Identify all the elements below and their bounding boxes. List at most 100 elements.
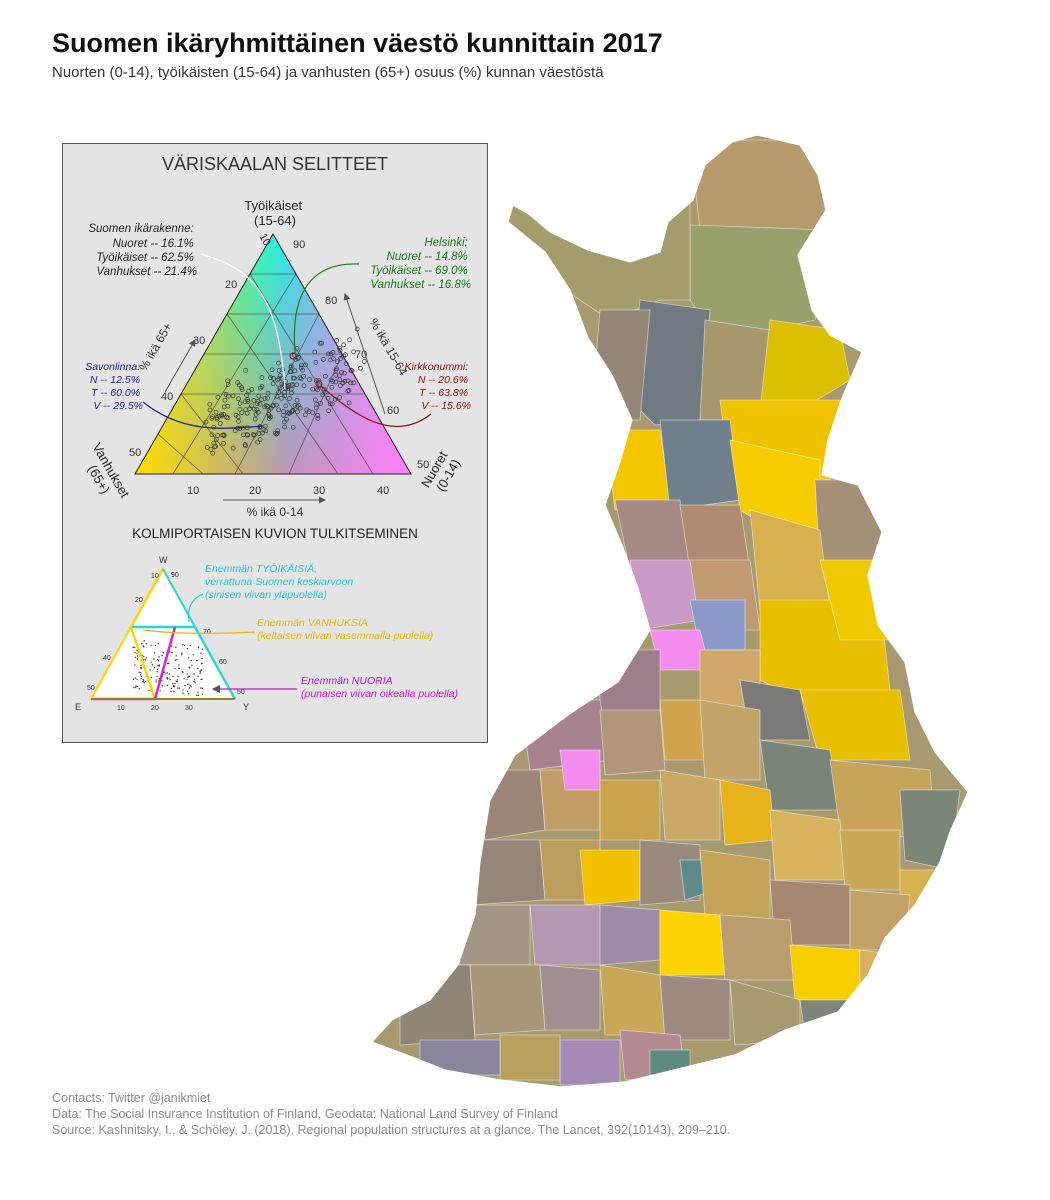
mini-point: [166, 672, 169, 674]
mini-point: [133, 646, 136, 649]
municipality-point: [340, 380, 346, 386]
mini-point: [170, 687, 173, 690]
mini-point: [187, 683, 189, 685]
mini-point: [172, 685, 175, 688]
municipality-point: [257, 437, 263, 442]
apex-top-label: Työikäiset (15-64): [244, 198, 305, 228]
mini-point: [132, 646, 134, 648]
municipality-point: [262, 404, 267, 410]
svg-text:40: 40: [103, 655, 111, 662]
mini-point: [155, 681, 157, 683]
mini-point: [157, 658, 159, 661]
mini-point: [177, 687, 179, 689]
svg-text:10: 10: [187, 485, 199, 497]
mini-point: [190, 685, 192, 688]
mini-point: [176, 659, 178, 661]
credit-contact: Contacts: Twitter @janikmiet: [52, 1091, 211, 1105]
municipality-point: [243, 368, 248, 373]
municipality-point: [337, 383, 343, 389]
municipality-point: [346, 400, 352, 406]
svg-text:60: 60: [219, 659, 227, 666]
mini-point: [134, 652, 136, 654]
municipality-point: [313, 360, 319, 365]
mini-point: [168, 673, 171, 675]
municipality-point: [277, 373, 283, 378]
municipality-point: [254, 401, 260, 407]
municipality-point: [282, 390, 287, 395]
mini-point: [175, 680, 177, 682]
interp-young: Enemmän NUORIA (punaisen viivan oikealla…: [301, 675, 458, 700]
municipality-point: [255, 439, 261, 445]
mini-point: [176, 681, 178, 683]
mini-point: [157, 660, 160, 662]
municipality-point: [279, 381, 285, 387]
municipality-point: [275, 428, 281, 434]
mini-point: [171, 645, 173, 647]
mini-point: [196, 694, 198, 696]
savonlinna-annotation: Savonlinna: N -- 12.5% T -- 60.0% V -- 2…: [85, 361, 143, 412]
mini-point: [178, 667, 181, 670]
mini-point: [200, 652, 202, 654]
mini-point: [154, 644, 157, 647]
municipality-point: [282, 393, 287, 399]
mini-point: [199, 671, 201, 673]
municipality-point: [276, 407, 282, 413]
mini-point: [186, 647, 189, 650]
municipality-point: [351, 349, 356, 355]
mini-point: [169, 651, 171, 653]
mini-point: [200, 687, 202, 689]
municipality-point: [286, 411, 292, 416]
municipality-point: [251, 398, 257, 403]
mini-point: [163, 671, 166, 673]
mini-point: [150, 644, 152, 647]
municipality-point: [290, 408, 296, 413]
svg-text:30: 30: [313, 485, 325, 497]
municipality-point: [243, 407, 249, 413]
mini-point: [134, 664, 136, 666]
municipality-point: [287, 396, 292, 401]
mini-point: [155, 679, 157, 681]
municipality-point: [203, 419, 209, 425]
kirkkonummi-annotation: Kirkkonummi: N -- 20.6% T -- 63.8% V -- …: [404, 361, 471, 412]
mini-point: [140, 674, 142, 676]
municipality-point: [262, 423, 268, 429]
mini-point: [156, 671, 158, 673]
municipality-point: [221, 433, 227, 439]
mini-apex-top: W: [159, 555, 168, 565]
municipality-point: [216, 413, 222, 419]
municipality-point: [328, 351, 334, 357]
municipality-point: [334, 359, 340, 365]
municipality-point: [237, 406, 243, 412]
color-scale-legend: VÄRISKAALAN SELITTEET Työikäiset (15-64)…: [62, 143, 488, 743]
municipality-point: [254, 407, 260, 412]
municipality-point: [333, 372, 339, 378]
mini-point: [171, 651, 173, 654]
mini-point: [178, 687, 181, 689]
svg-text:70: 70: [203, 629, 211, 636]
mini-point: [175, 655, 177, 657]
municipality-point: [270, 403, 275, 409]
municipality-point: [225, 403, 231, 409]
svg-text:20: 20: [249, 485, 261, 497]
mini-point: [158, 656, 160, 658]
interp-old: Enemmän VANHUKSIA (keltaisen viivan vase…: [257, 617, 433, 642]
mini-point: [200, 669, 203, 671]
municipality-point: [294, 397, 300, 403]
municipality-point: [282, 424, 287, 430]
apex-left-label: Vanhukset (65+): [76, 440, 134, 511]
page-title: Suomen ikäryhmittäinen väestö kunnittain…: [52, 28, 663, 58]
page-subtitle: Nuorten (0-14), työikäisten (15-64) ja v…: [52, 64, 604, 81]
svg-text:90: 90: [171, 572, 179, 579]
municipality-point: [270, 381, 276, 386]
municipality-point: [266, 407, 272, 413]
municipality-point: [284, 416, 289, 422]
municipality-point: [244, 432, 250, 437]
mini-point: [165, 673, 167, 675]
municipality-point: [330, 379, 336, 384]
mini-point: [189, 684, 191, 686]
mini-point: [166, 677, 168, 679]
municipality-point: [219, 413, 225, 419]
municipality-point: [317, 340, 323, 346]
svg-text:90: 90: [293, 239, 305, 251]
mini-point: [157, 642, 159, 645]
